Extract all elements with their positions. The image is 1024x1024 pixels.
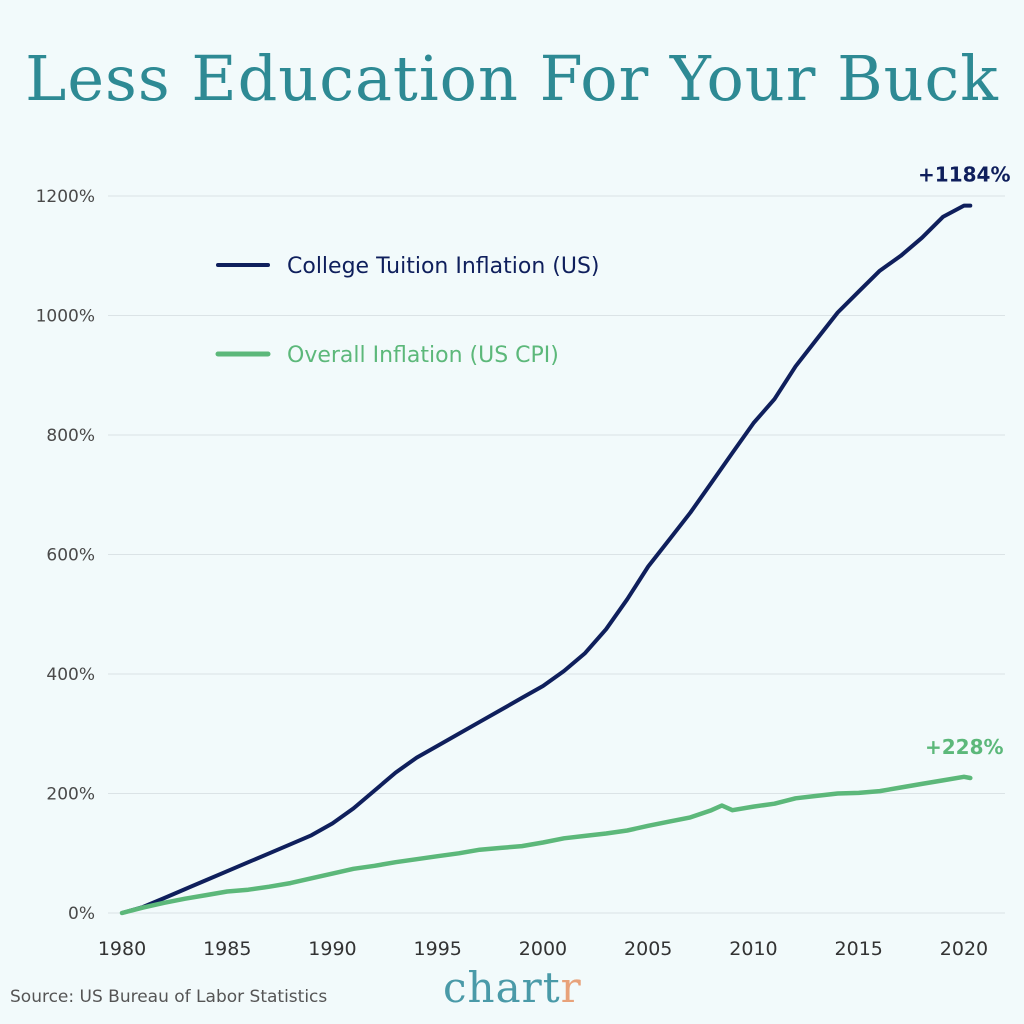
y-tick-label: 400% — [46, 665, 95, 685]
legend-label-tuition: College Tuition Inflation (US) — [287, 254, 600, 279]
legend-label-cpi: Overall Inflation (US CPI) — [287, 343, 559, 368]
end-label-tuition: +1184% — [918, 163, 1010, 187]
x-tick-label: 2010 — [729, 938, 777, 960]
x-tick-label: 1985 — [203, 938, 251, 960]
series-line-tuition — [120, 203, 973, 915]
series-lines — [119, 203, 973, 916]
y-tick-label: 600% — [46, 546, 95, 566]
series-line-cpi — [119, 774, 973, 916]
y-tick-label: 1000% — [36, 307, 95, 327]
y-tick-label: 800% — [46, 426, 95, 446]
end-label-cpi: +228% — [925, 735, 1004, 759]
legend: College Tuition Inflation (US) Overall In… — [215, 254, 600, 368]
end-labels: +1184% +228% — [918, 163, 1010, 759]
grid-lines — [108, 195, 1005, 914]
source-note: Source: US Bureau of Labor Statistics — [10, 987, 328, 1007]
x-tick-label: 2005 — [624, 938, 672, 960]
y-axis-ticks: 0% 200% 400% 600% 800% 1000% 1200% — [36, 187, 95, 924]
x-tick-label: 1980 — [98, 938, 146, 960]
x-tick-label: 1995 — [414, 938, 462, 960]
x-tick-label: 2000 — [519, 938, 567, 960]
brand-text: chart — [443, 963, 561, 1012]
chart-title: Less Education For Your Buck — [25, 42, 999, 115]
y-tick-label: 0% — [68, 904, 95, 924]
x-tick-label: 2020 — [940, 938, 988, 960]
y-tick-label: 1200% — [36, 187, 95, 207]
brand-logo: chartr — [443, 963, 582, 1012]
y-tick-label: 200% — [46, 785, 95, 805]
brand-accent: r — [560, 963, 582, 1012]
x-tick-label: 1990 — [308, 938, 356, 960]
x-tick-label: 2015 — [835, 938, 883, 960]
x-axis-ticks: 1980 1985 1990 1995 2000 2005 2010 2015 2020 — [98, 938, 988, 960]
